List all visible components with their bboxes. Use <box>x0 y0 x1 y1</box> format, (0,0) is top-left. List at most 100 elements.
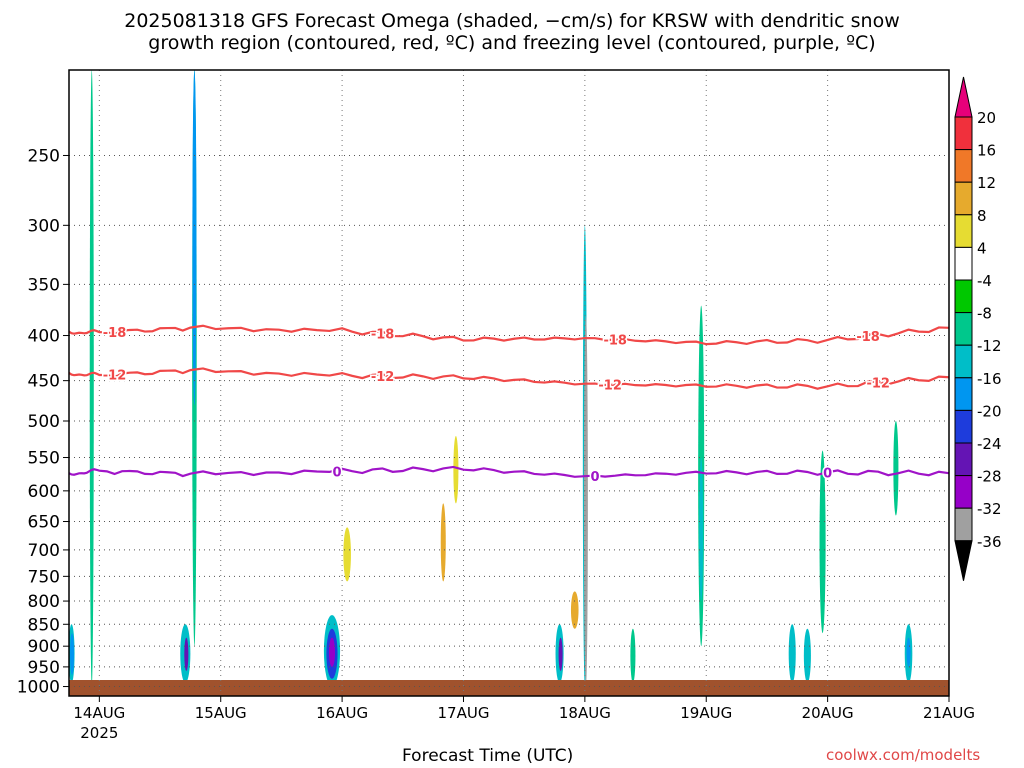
colorbar-label: 8 <box>977 207 987 225</box>
contour-label: -12 <box>103 369 127 384</box>
y-tick-label: 800 <box>28 592 60 612</box>
colorbar-label: -28 <box>977 468 1002 486</box>
colorbar-bin <box>954 246 973 281</box>
plot-background <box>69 70 949 696</box>
omega-feature-30 <box>919 88 928 316</box>
contour-label: -12 <box>598 378 622 393</box>
x-tick-label: 19AUG <box>680 704 732 722</box>
omega-feature-4 <box>184 637 189 671</box>
x-tick-label: 21AUG <box>923 704 975 722</box>
y-tick-label: 950 <box>28 658 60 678</box>
omega-feature-6 <box>192 70 197 406</box>
omega-feature-17 <box>583 315 588 687</box>
x-tick-label: 16AUG <box>316 704 368 722</box>
chart-title-line-1: 2025081318 GFS Forecast Omega (shaded, −… <box>124 10 900 32</box>
contour-line--18 <box>69 324 949 346</box>
omega-feature-11 <box>440 503 446 582</box>
colorbar-bin <box>954 377 973 411</box>
colorbar-label: -36 <box>977 533 1002 551</box>
colorbar-label: -24 <box>977 435 1002 453</box>
omega-feature-2 <box>89 70 94 687</box>
colorbar-label: -8 <box>977 305 992 323</box>
y-tick-label: 750 <box>28 567 60 587</box>
x-tick-label: 14AUG <box>73 704 125 722</box>
colorbar-bin <box>954 475 973 509</box>
y-tick-label: 600 <box>28 482 60 502</box>
colorbar-bin <box>954 344 973 379</box>
temperature-contours: -18 -18 -18 -18 -12 -12 -12 -12 0 0 0 <box>69 324 949 487</box>
omega-feature-1 <box>70 633 75 675</box>
y-tick-label: 350 <box>28 275 60 295</box>
x-tick-label: 15AUG <box>195 704 247 722</box>
omega-feature-12 <box>453 436 459 504</box>
omega-feature-9 <box>328 637 336 667</box>
omega-feature-15 <box>570 591 579 629</box>
omega-feature-20 <box>699 457 704 602</box>
omega-feature-29 <box>842 70 864 140</box>
x-tick-label: 17AUG <box>438 704 490 722</box>
y-tick-label: 1000 <box>17 678 60 698</box>
y-axis: 2503003504004505005506006507007508008509… <box>17 146 69 698</box>
colorbar-bin <box>954 149 973 183</box>
colorbar-label: 20 <box>977 109 996 127</box>
colorbar-label: 4 <box>977 239 987 257</box>
x-tick-sublabel: 2025 <box>80 724 118 742</box>
y-tick-label: 250 <box>28 146 60 166</box>
contour-label: -18 <box>856 330 880 345</box>
omega-feature-14 <box>558 637 563 671</box>
x-tick-label: 20AUG <box>802 704 854 722</box>
colorbar-bin <box>954 279 973 314</box>
colorbar-bin <box>954 116 973 151</box>
x-tick-label: 18AUG <box>559 704 611 722</box>
colorbar-label: -20 <box>977 402 1002 420</box>
colorbar-bin <box>954 507 973 542</box>
contour-label: -12 <box>371 370 395 385</box>
y-tick-label: 500 <box>28 412 60 432</box>
omega-feature-18 <box>630 628 636 683</box>
y-tick-label: 300 <box>28 216 60 236</box>
contour-label: 0 <box>823 467 832 482</box>
y-tick-label: 850 <box>28 615 60 635</box>
colorbar-top-arrow <box>954 76 973 118</box>
contour-line-0 <box>69 465 949 478</box>
omega-feature-21 <box>788 624 796 683</box>
contour-label: -12 <box>866 377 890 392</box>
colorbar-bin <box>954 312 973 346</box>
plot-frame <box>68 69 950 697</box>
colorbar-bin <box>954 214 973 248</box>
colorbar-bottom-arrow <box>954 540 973 581</box>
colorbar-label: -32 <box>977 500 1002 518</box>
colorbar-label: 12 <box>977 174 996 192</box>
credit-link[interactable]: coolwx.com/modelts <box>826 746 981 764</box>
contour-label: -18 <box>603 334 627 349</box>
x-axis-title: Forecast Time (UTC) <box>402 746 574 766</box>
y-tick-label: 700 <box>28 541 60 561</box>
omega-feature-10 <box>343 527 351 582</box>
omega-feature-22 <box>803 628 811 683</box>
omega-feature-26 <box>906 637 911 667</box>
colorbar-label: 16 <box>977 142 996 160</box>
colorbar-label: -12 <box>977 337 1002 355</box>
contour-label: 0 <box>590 470 599 485</box>
y-tick-label: 650 <box>28 513 60 533</box>
chart-title-line-2: growth region (contoured, red, ºC) and f… <box>148 32 876 54</box>
contour-label: -18 <box>103 326 127 341</box>
colorbar-bin <box>954 181 973 216</box>
y-tick-label: 450 <box>28 372 60 392</box>
colorbar-bin <box>954 442 973 477</box>
colorbar-label: -16 <box>977 370 1002 388</box>
colorbar-bin <box>954 409 973 444</box>
contour-label: -18 <box>371 328 395 343</box>
x-axis: 14AUG 2025 15AUG 16AUG 17AUG 18AUG 19AUG 20AUG 2… <box>73 696 975 742</box>
contour-label: 0 <box>333 465 342 480</box>
colorbar-label: -4 <box>977 272 992 290</box>
y-tick-label: 900 <box>28 637 60 657</box>
y-tick-label: 550 <box>28 449 60 469</box>
omega-feature-27 <box>712 70 721 316</box>
omega-feature-23 <box>819 450 826 634</box>
omega-feature-28 <box>754 88 770 213</box>
colorbar: 20 16 12 8 4 -4 -8 -12 -16 -20 -24 -28 -32 -36 <box>954 76 1002 581</box>
contour-line--12 <box>69 367 949 390</box>
y-tick-label: 400 <box>28 327 60 347</box>
